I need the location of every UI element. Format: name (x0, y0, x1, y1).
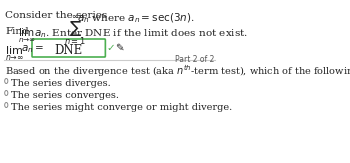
Text: The series converges.: The series converges. (11, 91, 119, 100)
Circle shape (5, 79, 8, 83)
Text: Find: Find (5, 27, 29, 36)
Text: DNE: DNE (54, 44, 83, 57)
Text: $\lim_{n \to \infty}$: $\lim_{n \to \infty}$ (5, 45, 24, 63)
Text: The series might converge or might diverge.: The series might converge or might diver… (11, 103, 232, 112)
Text: $a_n$. Enter DNE if the limit does not exist.: $a_n$. Enter DNE if the limit does not e… (34, 27, 248, 40)
Text: ✎: ✎ (115, 43, 124, 53)
Text: $a_n =$: $a_n =$ (21, 43, 44, 55)
Text: $\sum_{n=1}^{\infty}$: $\sum_{n=1}^{\infty}$ (64, 13, 86, 47)
Circle shape (5, 103, 8, 108)
Text: Part 2 of 2: Part 2 of 2 (175, 55, 215, 64)
Text: $a_n$ where $a_n = \sec(3n)$.: $a_n$ where $a_n = \sec(3n)$. (77, 11, 195, 25)
Text: $\lim_{n \to \infty}$: $\lim_{n \to \infty}$ (18, 27, 35, 45)
Circle shape (5, 90, 8, 96)
Text: ✓: ✓ (107, 43, 116, 53)
Text: Based on the divergence test (aka $n^{th}$-term test), which of the following is: Based on the divergence test (aka $n^{th… (5, 63, 350, 79)
FancyBboxPatch shape (32, 39, 105, 57)
Text: The series diverges.: The series diverges. (11, 79, 111, 88)
Text: Consider the series: Consider the series (5, 11, 107, 20)
